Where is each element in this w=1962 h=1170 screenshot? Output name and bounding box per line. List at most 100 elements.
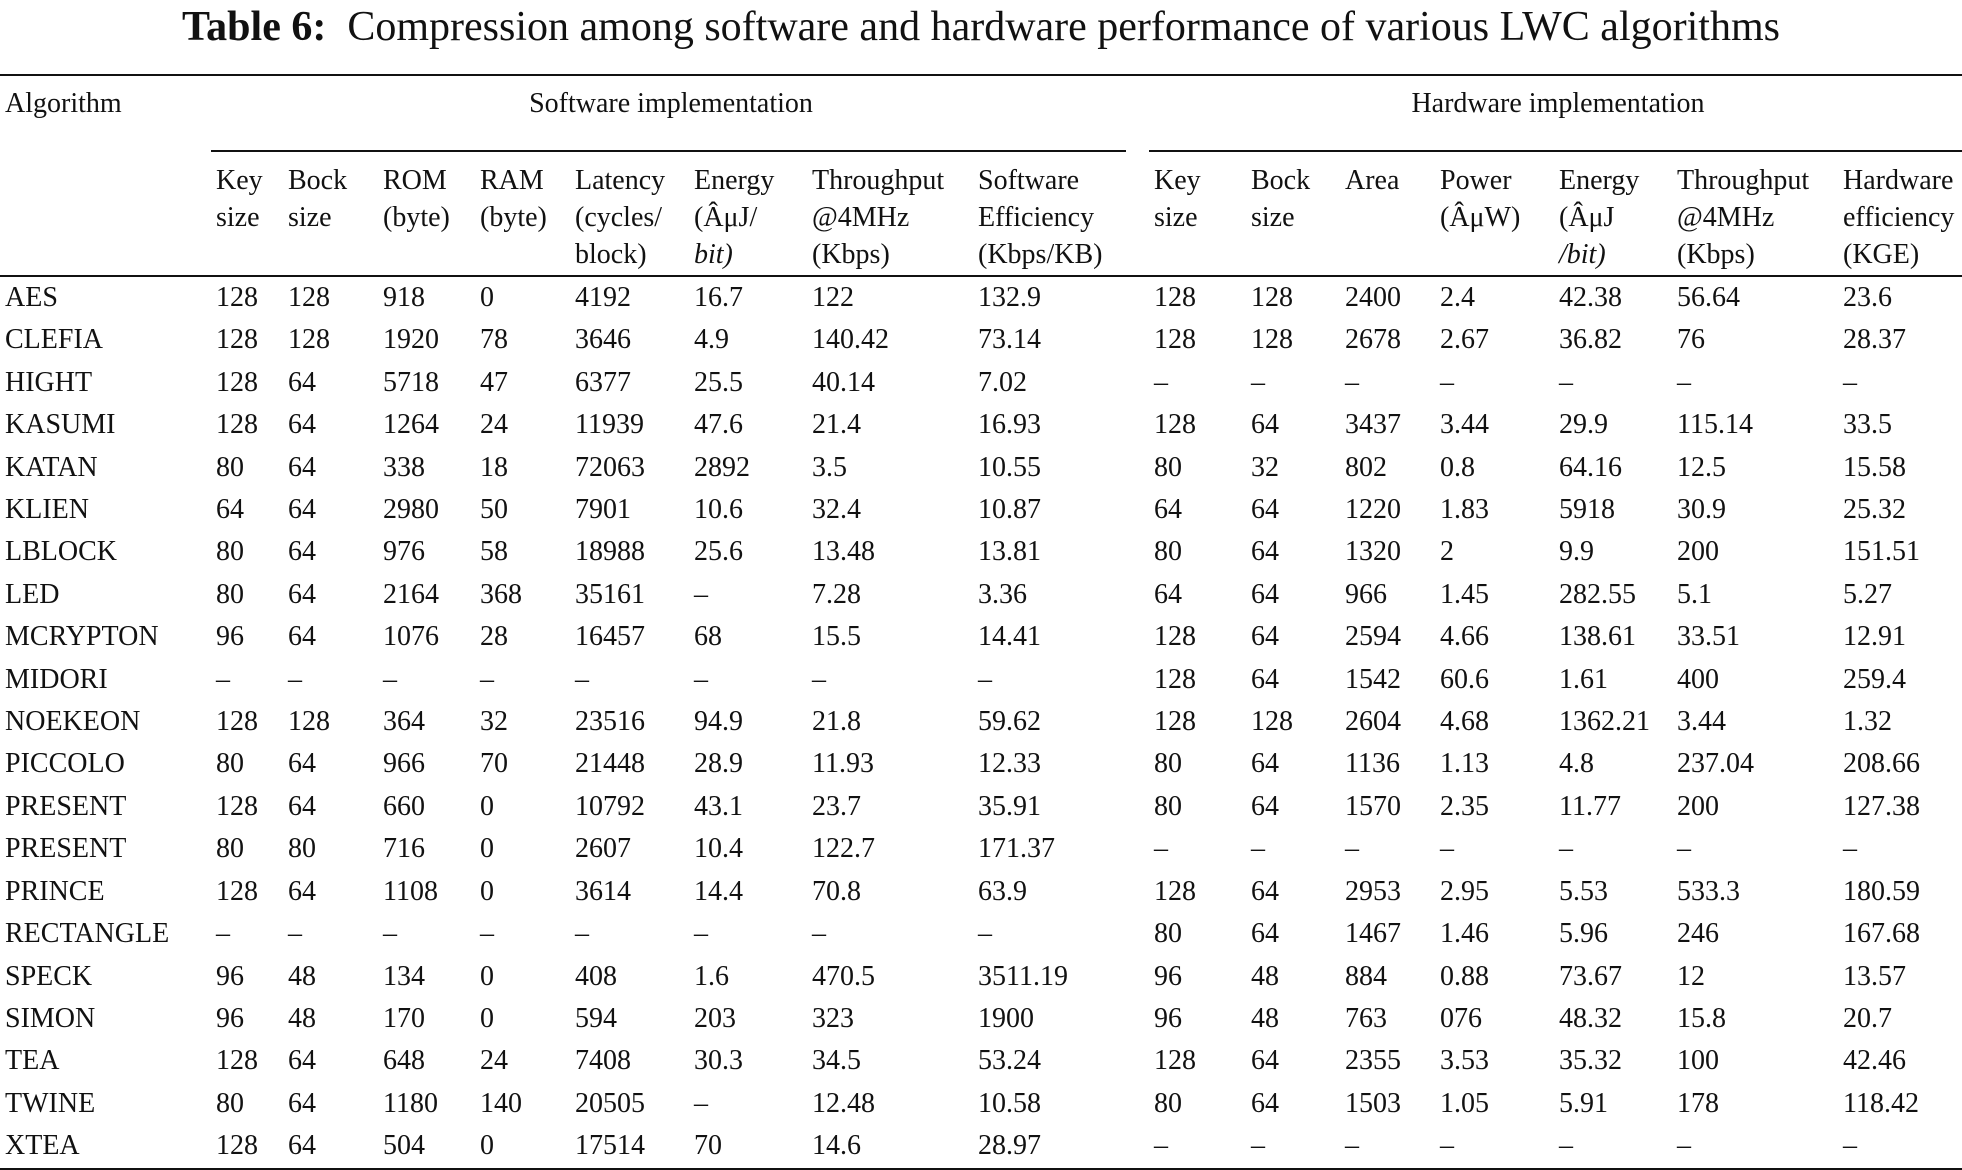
- column-header-row: Key size Bock size ROM (byte) RAM (byte) Latency…: [0, 151, 1962, 277]
- algorithm-name-cell: PRESENT: [5, 790, 127, 822]
- table-cell: 43.1: [694, 790, 743, 822]
- caption-label: Table 6:: [182, 4, 327, 50]
- table-cell: 12.33: [978, 748, 1041, 780]
- table-cell: 64: [1251, 578, 1279, 610]
- table-cell: 100: [1677, 1045, 1719, 1077]
- table-row: KLIEN 64 64 2980 50 7901 10.6 32.4 10.87 64 64 1220…: [0, 489, 1962, 531]
- table-cell: 80: [1154, 536, 1182, 568]
- table-row: NOEKEON 128 128 364 32 23516 94.9 21.8 59.62 128 1…: [0, 701, 1962, 743]
- table-cell: 64: [283, 1125, 378, 1170]
- table-cell: 0: [480, 790, 494, 822]
- software-column-header: ROM (byte): [378, 151, 475, 277]
- column-header-line: (ÂμJ/: [694, 202, 758, 233]
- table-cell: 64: [288, 578, 316, 610]
- algorithm-name-cell: XTEA: [0, 1125, 211, 1170]
- table-cell: 64: [1251, 536, 1279, 568]
- table-cell: 3.44: [1440, 409, 1489, 441]
- table-cell: 128: [216, 282, 258, 313]
- table-cell: 25.32: [1843, 494, 1906, 526]
- table-cell: –: [1435, 1125, 1554, 1170]
- table-cell: 128: [216, 1045, 258, 1077]
- table-cell: 80: [216, 536, 244, 568]
- table-cell: 64: [288, 790, 316, 822]
- table-cell: 0.88: [1440, 960, 1489, 992]
- column-header-line: (Kbps): [812, 239, 890, 270]
- table-cell: 167.68: [1843, 918, 1920, 950]
- table-row: PRESENT 80 80 716 0 2607 10.4 122.7 171.37 – – – – – –…: [0, 828, 1962, 870]
- column-header-line: block): [575, 239, 647, 270]
- table-row: SPECK 96 48 134 0 408 1.6 470.5 3511.19 96 48 884 0.…: [0, 956, 1962, 998]
- table-cell: 72063: [575, 451, 645, 483]
- hardware-column-header: Power (ÂμW): [1435, 151, 1554, 277]
- table-cell: 10.4: [694, 833, 743, 865]
- table-row: HIGHT 128 64 5718 47 6377 25.5 40.14 7.02 – – – – – – –: [0, 362, 1962, 404]
- table-cell: 80: [216, 833, 244, 865]
- table-cell: 30.9: [1677, 494, 1726, 526]
- table-cell: –: [1345, 833, 1359, 865]
- column-header-line: /bit): [1559, 239, 1606, 270]
- column-header-line: size: [216, 202, 260, 233]
- table-cell: 16.7: [694, 282, 743, 313]
- table-cell: 80: [1154, 790, 1182, 822]
- table-cell: 23.6: [1843, 282, 1892, 313]
- table-cell: 11939: [575, 409, 644, 441]
- table-cell: –: [1149, 1125, 1246, 1170]
- table-cell: 127.38: [1843, 790, 1920, 822]
- table-cell: 1920: [383, 324, 439, 356]
- table-cell: –: [1440, 833, 1454, 865]
- algorithm-name-cell: PICCOLO: [5, 748, 125, 780]
- column-header-line: ROM: [383, 165, 447, 196]
- table-cell: –: [288, 663, 302, 695]
- table-cell: 4.68: [1440, 706, 1489, 738]
- table-cell: 0: [480, 960, 494, 992]
- table-cell: 1503: [1345, 1087, 1401, 1119]
- table-cell: 1467: [1345, 918, 1401, 950]
- table-cell: 2: [1440, 536, 1454, 568]
- column-header-line: Throughput: [812, 165, 945, 196]
- software-group-header: Software implementation: [529, 88, 813, 119]
- column-header-line: Hardware: [1843, 165, 1954, 196]
- table-cell: 42.46: [1843, 1045, 1906, 1077]
- table-cell: 32: [1251, 451, 1279, 483]
- software-column-header: Energy (ÂμJ/bit): [689, 151, 807, 277]
- table-cell: 64: [1251, 409, 1279, 441]
- table-cell: 237.04: [1677, 748, 1754, 780]
- table-cell: 64: [288, 875, 316, 907]
- table-cell: 1180: [383, 1087, 438, 1119]
- table-cell: 2953: [1345, 875, 1401, 907]
- table-cell: 140.42: [812, 324, 889, 356]
- table-cell: 0: [480, 282, 494, 313]
- column-header-line: Latency: [575, 165, 666, 196]
- column-header-line: bit): [694, 239, 733, 270]
- table-cell: 64.16: [1559, 451, 1622, 483]
- table-cell: 15.58: [1843, 451, 1906, 483]
- table-cell: 208.66: [1843, 748, 1920, 780]
- table-cell: 28.9: [694, 748, 743, 780]
- table-cell: 16.93: [978, 409, 1041, 441]
- table-cell: 2400: [1345, 282, 1401, 313]
- table-cell: 64: [1251, 1087, 1279, 1119]
- table-cell: 64: [1251, 494, 1279, 526]
- table-cell: 128: [216, 366, 258, 398]
- table-cell: 1.61: [1559, 663, 1608, 695]
- table-cell: 128: [216, 875, 258, 907]
- table-cell: 0: [480, 875, 494, 907]
- table-cell: –: [575, 663, 589, 695]
- table-cell: –: [216, 663, 230, 695]
- table-cell: 10.58: [978, 1087, 1041, 1119]
- table-cell: 25.5: [694, 366, 743, 398]
- table-cell: –: [383, 663, 397, 695]
- table-cell: 128: [1154, 621, 1196, 653]
- table-cell: 58: [480, 536, 508, 568]
- table-cell: –: [1672, 1125, 1838, 1170]
- table-cell: 21.8: [812, 706, 861, 738]
- table-cell: 122.7: [812, 833, 875, 865]
- table-cell: 2607: [575, 833, 631, 865]
- table-cell: 5918: [1559, 494, 1615, 526]
- table-cell: 1.46: [1440, 918, 1489, 950]
- table-cell: 0: [480, 1002, 494, 1034]
- table-cell: –: [1340, 1125, 1435, 1170]
- algorithm-name-cell: TEA: [5, 1045, 60, 1077]
- table-cell: 976: [383, 536, 425, 568]
- table-cell: 64: [1251, 1045, 1279, 1077]
